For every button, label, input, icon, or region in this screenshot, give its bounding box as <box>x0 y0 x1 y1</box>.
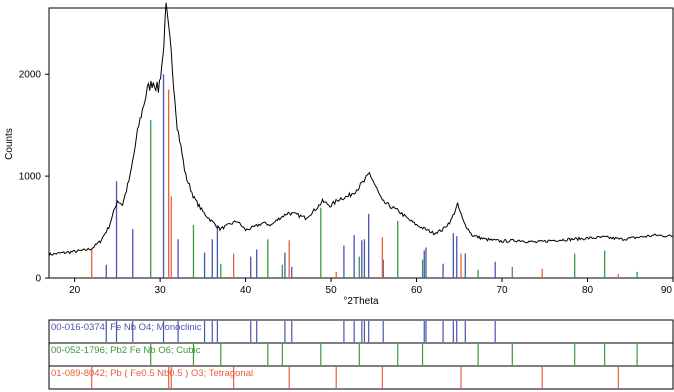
y-tick-label-2: 1000 <box>19 172 42 183</box>
phase-panel-1: 00-016-0374; Fe Nb O4; Monoclinic <box>48 319 674 344</box>
x-tick-label-1: 20 <box>69 285 81 296</box>
x-tick-label-8: 90 <box>661 285 673 296</box>
phase-label-3: 01-089-8042; Pb ( Fe0.5 Nb0.5 ) O3; Tetr… <box>51 368 253 379</box>
phase-panel-2: 00-052-1796; Pb2 Fe Nb O6; Cubic <box>48 342 674 367</box>
y-tick-label-1: 0 <box>35 274 41 285</box>
x-tick-label-7: 80 <box>582 285 594 296</box>
phase-panel-frame-3 <box>48 365 674 390</box>
x-tick-label-6: 70 <box>496 285 508 296</box>
x-axis-ticks: 20 30 40 50 60 70 80 90 <box>69 278 674 296</box>
x-tick-label-3: 40 <box>240 285 252 296</box>
phase-label-1: 00-016-0374; Fe Nb O4; Monoclinic <box>51 322 202 333</box>
y-tick-label-3: 2000 <box>19 70 42 81</box>
reference-peaks-layer <box>91 74 638 278</box>
x-axis-label: °2Theta <box>343 296 379 307</box>
diffraction-pattern-line <box>48 2 674 257</box>
phase-panels: 00-016-0374; Fe Nb O4; Monoclinic 00-052-… <box>48 319 674 390</box>
x-tick-label-4: 50 <box>326 285 338 296</box>
y-axis-label: Counts <box>4 128 15 160</box>
phase-label-2: 00-052-1796; Pb2 Fe Nb O6; Cubic <box>51 345 201 356</box>
plot-area <box>48 7 674 279</box>
x-tick-label-2: 30 <box>155 285 167 296</box>
y-axis-ticks: 0 1000 2000 <box>19 70 49 285</box>
x-tick-label-5: 60 <box>411 285 423 296</box>
phase-panel-3: 01-089-8042; Pb ( Fe0.5 Nb0.5 ) O3; Tetr… <box>48 365 674 390</box>
